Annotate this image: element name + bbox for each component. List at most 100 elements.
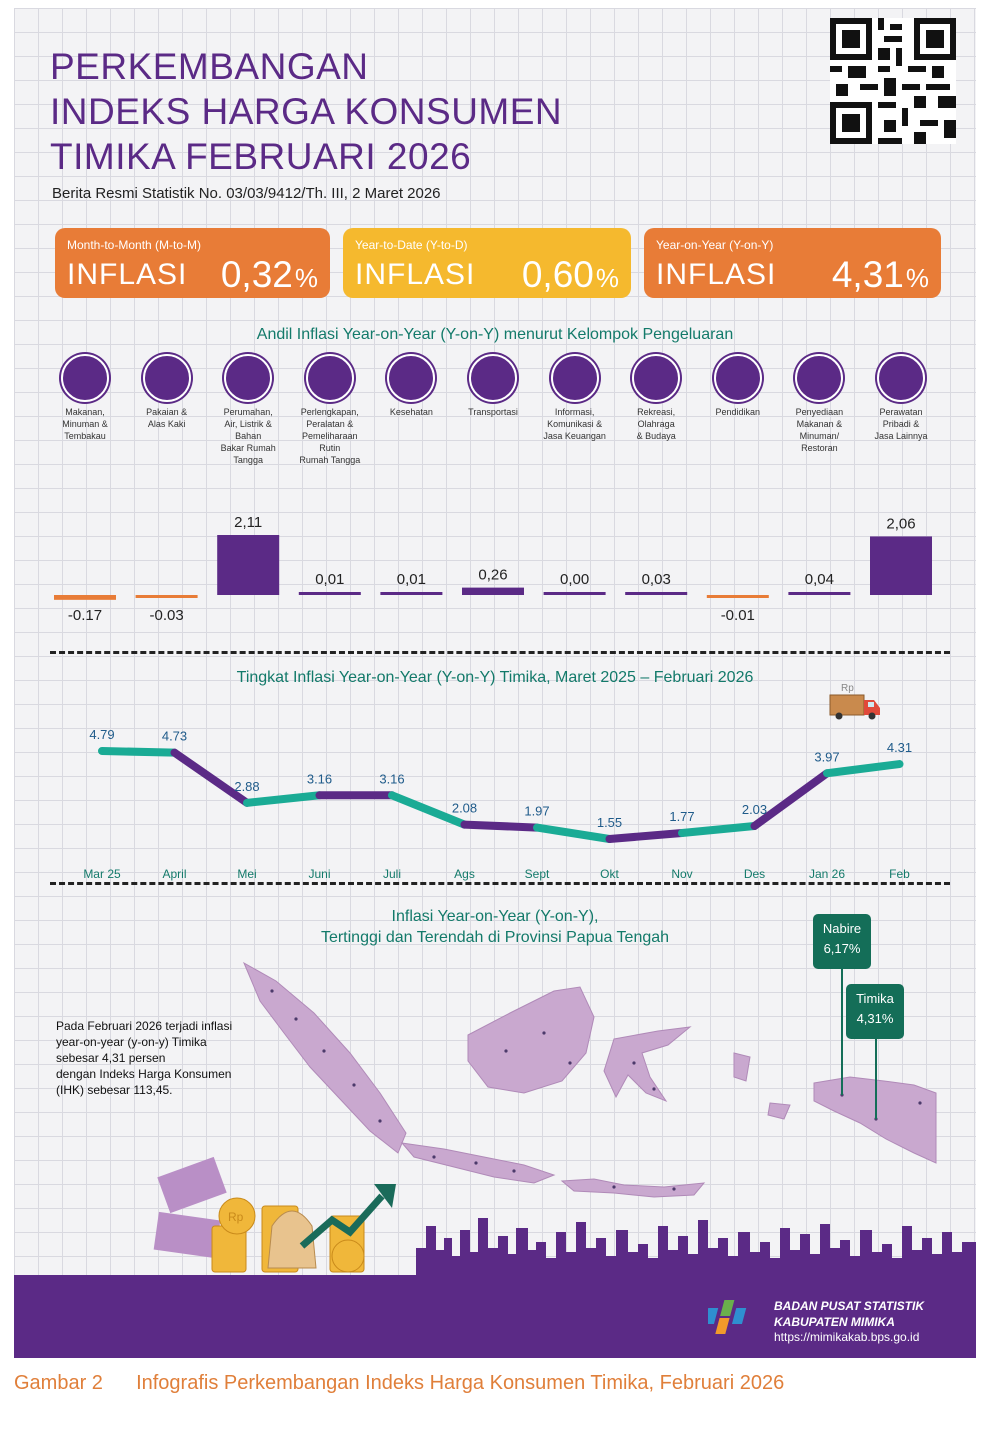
category-label: Rekreasi, Olahraga & Budaya xyxy=(618,406,694,442)
category-label: Penyediaan Makanan & Minuman/Restoran xyxy=(781,406,857,454)
title-line-2: INDEKS HARGA KONSUMEN xyxy=(50,91,563,132)
grocery-bag-icon xyxy=(61,354,109,402)
bps-logo-icon xyxy=(708,1300,747,1334)
line-segment xyxy=(533,823,614,843)
line-value-label: 3.97 xyxy=(814,749,839,764)
line-segment xyxy=(170,748,251,807)
card-ytd-value: 0,60 xyxy=(521,254,594,295)
category-label-line: Pendidikan xyxy=(715,407,761,417)
card-yoy-keyword: INFLASI xyxy=(656,258,777,291)
card-mtm-unit: % xyxy=(294,263,318,293)
category-label: Informasi, Komunikasi & Jasa Keuangan xyxy=(537,406,613,442)
line-value-label: 4.79 xyxy=(89,727,114,742)
category-label-line: Komunikasi & xyxy=(547,419,603,429)
line-segment xyxy=(460,820,541,832)
line-segment xyxy=(823,760,904,778)
city-skyline xyxy=(416,1218,976,1278)
qr-code-icon[interactable] xyxy=(830,18,956,144)
category-label: Perumahan, Air, Listrik & Bahan Bakar Rumah… xyxy=(210,406,286,466)
category-label-line: Jasa Lainnya xyxy=(874,431,928,441)
category-label-line: Kesehatan xyxy=(389,407,433,417)
map-maluku xyxy=(733,1052,791,1120)
section-divider-1 xyxy=(50,651,950,654)
map-section-title: Inflasi Year-on-Year (Y-on-Y), Tertinggi… xyxy=(14,906,976,948)
line-value-label: 3.16 xyxy=(379,771,404,786)
card-mtm-value-wrap: 0,32% xyxy=(221,254,318,296)
line-value-label: 1.55 xyxy=(597,815,622,830)
card-inflation-yoy: Year-on-Year (Y-on-Y) INFLASI 4,31% xyxy=(644,228,941,298)
card-mtm-label: Month-to-Month (M-to-M) xyxy=(67,238,202,252)
card-inflation-ytd: Year-to-Date (Y-to-D) INFLASI 0,60% xyxy=(343,228,631,298)
yoy-line-chart: 4.79 Mar 25 4.73 April 2.88 Mei 3.16 Juni 3.16 Ju… xyxy=(83,727,912,881)
bps-website-link[interactable]: https://mimikakab.bps.go.id xyxy=(774,1330,920,1344)
page-title: PERKEMBANGAN INDEKS HARGA KONSUMEN TIMIK… xyxy=(50,44,562,179)
bar-value-label: -0,03 xyxy=(149,607,183,620)
card-yoy-unit: % xyxy=(905,263,929,293)
category-label-line: Tangga xyxy=(233,455,263,465)
bar-value-label: -0,17 xyxy=(68,607,102,620)
category-label-line: Rekreasi, xyxy=(637,407,676,417)
category-label-line: Olahraga xyxy=(637,419,675,429)
bps-org-line-2: KABUPATEN MIMIKA xyxy=(774,1315,895,1329)
release-reference: Berita Resmi Statistik No. 03/03/9412/Th… xyxy=(52,185,441,202)
bar xyxy=(298,592,361,595)
category-label-line: Tembakau xyxy=(64,431,106,441)
category-label-line: Rumah Tangga xyxy=(299,455,361,465)
month-tick-label: Des xyxy=(744,867,765,881)
callout-nabire-name: Nabire xyxy=(822,921,862,936)
map-sulawesi xyxy=(603,1026,692,1103)
dress-icon xyxy=(142,354,191,402)
line-segment xyxy=(388,791,469,829)
summary-line-2: year-on-year (y-on-y) Timika xyxy=(56,1035,207,1049)
infographic-poster: PERKEMBANGAN INDEKS HARGA KONSUMEN TIMIK… xyxy=(14,8,976,1358)
category-label: Makanan, Minuman & Tembakau xyxy=(47,406,123,442)
summary-line-4: dengan Indeks Harga Konsumen xyxy=(56,1067,232,1081)
contribution-bar-chart: -0,17 -0,03 2,11 0,01 0,01 0,26 0,00 0,03 -0,01 0… xyxy=(54,514,932,620)
month-tick-label: Juli xyxy=(383,867,401,881)
bar xyxy=(380,592,443,595)
category-label-line: Makanan & xyxy=(796,419,843,429)
category-label: Pakaian & Alas Kaki xyxy=(129,406,205,430)
category-label-line: Informasi, xyxy=(554,407,595,417)
house-icon xyxy=(224,354,273,402)
title-line-1: PERKEMBANGAN xyxy=(50,46,369,87)
summary-line-3: sebesar 4,31 persen xyxy=(56,1051,166,1065)
category-label: Transportasi xyxy=(455,406,531,418)
category-label-line: Pakaian & xyxy=(146,407,188,417)
footer-band xyxy=(14,1275,976,1358)
summary-line-5: (IHK) sebesar 113,45. xyxy=(56,1083,173,1097)
category-label: Kesehatan xyxy=(373,406,449,418)
map-java xyxy=(400,1142,556,1184)
line-segment xyxy=(243,791,324,807)
soccer-player-icon xyxy=(632,354,681,402)
bps-org-name: BADAN PUSAT STATISTIK KABUPATEN MIMIKA xyxy=(774,1298,924,1330)
bar xyxy=(625,592,688,595)
month-tick-label: Feb xyxy=(889,867,910,881)
category-label-line: Rutin xyxy=(319,443,341,453)
category-label-line: & Budaya xyxy=(636,431,676,441)
category-label-line: Jasa Keuangan xyxy=(543,431,606,441)
delivery-truck-icon: Rp xyxy=(829,683,880,720)
line-segment xyxy=(98,747,179,757)
map-title-line-2: Tertinggi dan Terendah di Provinsi Papua… xyxy=(320,929,670,946)
category-label-line: Minuman & xyxy=(62,419,108,429)
category-label-line: Bahan xyxy=(235,431,262,441)
month-tick-label: Okt xyxy=(600,867,619,881)
caption-text: Infografis Perkembangan Indeks Harga Kon… xyxy=(136,1372,785,1394)
bar xyxy=(462,587,524,595)
category-label-line: Pribadi & xyxy=(882,419,920,429)
bar xyxy=(135,595,198,598)
month-tick-label: Ags xyxy=(454,867,475,881)
card-ytd-keyword: INFLASI xyxy=(355,258,476,291)
card-ytd-unit: % xyxy=(595,263,619,293)
category-label-line: Alas Kaki xyxy=(147,419,186,429)
title-line-3: TIMIKA FEBRUARI 2026 xyxy=(50,136,472,177)
category-label-line: Perumahan, xyxy=(223,407,273,417)
coin-rp-label: Rp xyxy=(228,1210,244,1224)
callout-timika-value: 4,31% xyxy=(856,1011,894,1026)
card-ytd-label: Year-to-Date (Y-to-D) xyxy=(355,238,468,252)
section-divider-2 xyxy=(50,882,950,885)
category-label-line: Transportasi xyxy=(468,407,518,417)
bar-value-label: 0,01 xyxy=(315,571,344,588)
line-value-label: 1.97 xyxy=(524,804,549,819)
